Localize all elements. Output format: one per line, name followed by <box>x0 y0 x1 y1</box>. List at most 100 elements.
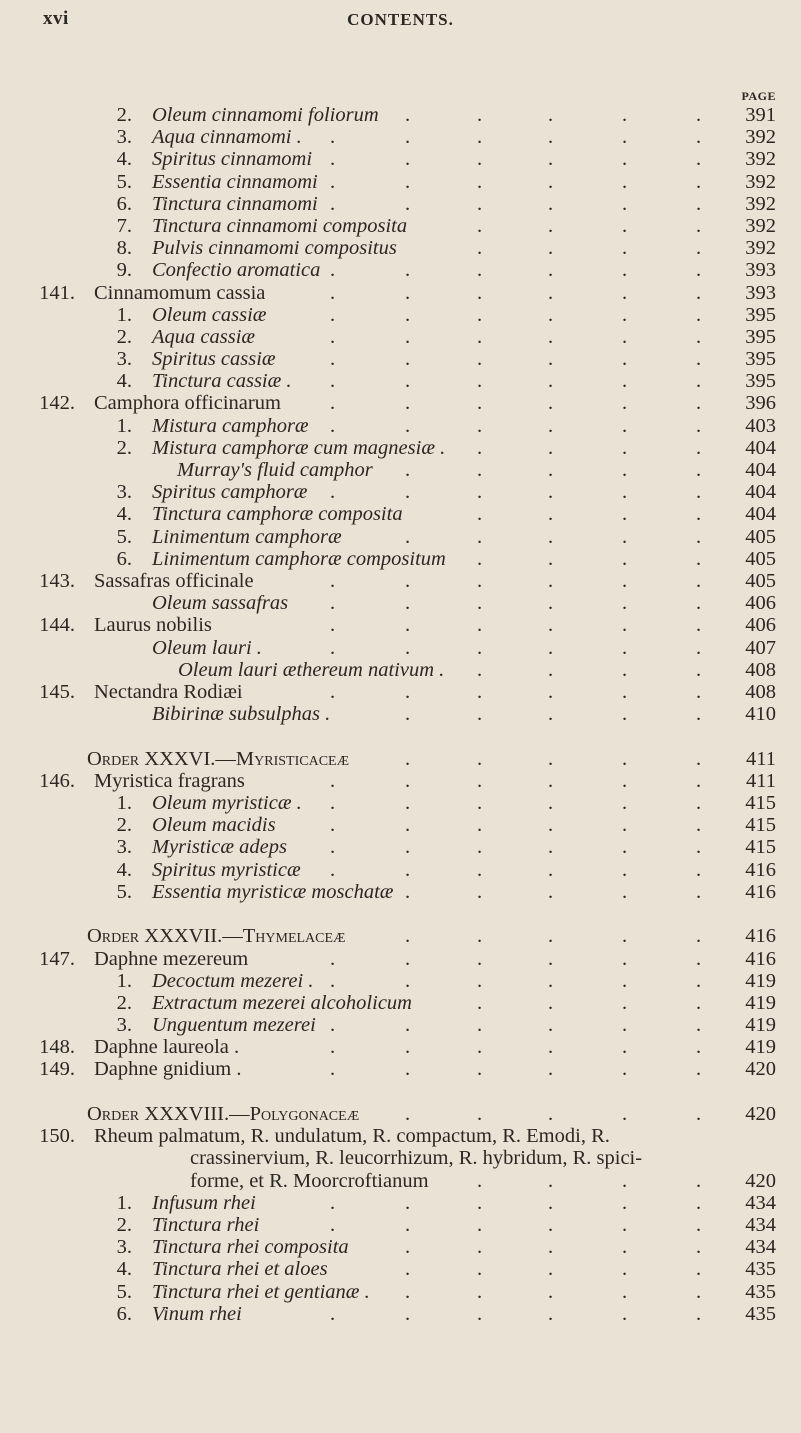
entry-number: 3. <box>116 836 132 859</box>
leader-dot: . <box>405 348 411 371</box>
leader-dot: . <box>330 680 336 703</box>
order-heading: Order XXXVIII.—Polygonaceæ 420..... <box>0 1103 801 1125</box>
toc-entry: 2. Oleum macidis 415...... <box>0 814 801 836</box>
entry-page-number: 416 <box>745 925 776 948</box>
toc-entry: 1. Infusum rhei 434...... <box>0 1192 801 1214</box>
entry-title: Decoctum mezerei . <box>152 969 314 992</box>
toc-entry: 3. Spiritus cassiæ 395...... <box>0 348 801 370</box>
leader-dot: . <box>548 1302 554 1325</box>
table-of-contents: 2. Oleum cinnamomi foliorum 391..... 3. Aqua… <box>0 104 801 1325</box>
leader-dot: . <box>477 991 483 1014</box>
entry-number: 4. <box>116 370 132 393</box>
leader-dot: . <box>330 1036 336 1059</box>
leader-dot: . <box>548 614 554 637</box>
leader-dot: . <box>548 880 554 903</box>
leader-dot: . <box>405 836 411 859</box>
entry-title: Oleum cinnamomi foliorum <box>152 104 379 126</box>
leader-dot: . <box>696 459 702 481</box>
entry-title: Linimentum camphoræ compositum <box>152 547 446 570</box>
leader-dot: . <box>622 237 628 260</box>
entry-page-number: 435 <box>745 1258 776 1281</box>
entry-title: Tinctura cassiæ . <box>152 370 292 393</box>
toc-entry: 3. Myristicæ adeps 415...... <box>0 836 801 858</box>
leader-dot: . <box>696 1280 702 1303</box>
entry-page-number: 405 <box>745 547 776 570</box>
leader-dot: . <box>548 636 554 659</box>
entry-page-number: 392 <box>745 192 776 215</box>
toc-entry: Murray's fluid camphor 404..... <box>0 459 801 481</box>
leader-dot: . <box>330 969 336 992</box>
toc-entry: 2. Oleum cinnamomi foliorum 391..... <box>0 104 801 126</box>
leader-dot: . <box>477 792 483 815</box>
toc-entry: 3. Tinctura rhei composita 434..... <box>0 1236 801 1258</box>
leader-dot: . <box>622 1058 628 1081</box>
toc-entry: Oleum sassafras 406...... <box>0 592 801 614</box>
leader-dot: . <box>696 947 702 970</box>
toc-entry: 4. Tinctura camphoræ composita 404.... <box>0 503 801 525</box>
leader-dot: . <box>405 148 411 171</box>
entry-number: 143. <box>39 569 75 592</box>
leader-dot: . <box>405 525 411 548</box>
leader-dot: . <box>548 703 554 726</box>
toc-entry: 144. Laurus nobilis 406...... <box>0 614 801 636</box>
leader-dot: . <box>477 126 483 149</box>
leader-dot: . <box>405 814 411 837</box>
leader-dot: . <box>477 1236 483 1259</box>
leader-dot: . <box>477 547 483 570</box>
entry-page-number: 403 <box>745 414 776 437</box>
entry-page-number: 415 <box>745 792 776 815</box>
entry-number: 3. <box>116 1014 132 1037</box>
toc-entry: Oleum lauri . 407...... <box>0 637 801 659</box>
leader-dot: . <box>622 547 628 570</box>
leader-dot: . <box>548 259 554 282</box>
leader-dot: . <box>622 104 628 126</box>
leader-dot: . <box>330 614 336 637</box>
leader-dot: . <box>622 1258 628 1281</box>
leader-dot: . <box>696 636 702 659</box>
leader-dot: . <box>622 703 628 726</box>
entry-number: 146. <box>39 769 75 792</box>
leader-dot: . <box>696 858 702 881</box>
leader-dot: . <box>548 281 554 304</box>
entry-number: 2. <box>116 814 132 837</box>
leader-dot: . <box>477 303 483 326</box>
leader-dot: . <box>405 1058 411 1081</box>
entry-page-number: 411 <box>746 769 776 792</box>
toc-entry: 149. Daphne gnidium . 420...... <box>0 1058 801 1080</box>
toc-entry: 4. Spiritus myristicæ 416...... <box>0 859 801 881</box>
running-title: CONTENTS. <box>347 10 454 29</box>
entry-title: Tinctura cinnamomi <box>152 192 318 215</box>
leader-dot: . <box>548 1258 554 1281</box>
entry-page-number: 404 <box>745 459 776 481</box>
entry-number: 9. <box>116 259 132 282</box>
leader-dot: . <box>696 991 702 1014</box>
leader-dot: . <box>330 348 336 371</box>
entry-title: Spiritus myristicæ <box>152 858 301 881</box>
leader-dot: . <box>477 325 483 348</box>
leader-dot: . <box>405 192 411 215</box>
toc-entry: 143. Sassafras officinale 405...... <box>0 570 801 592</box>
leader-dot: . <box>622 459 628 481</box>
leader-dot: . <box>477 281 483 304</box>
leader-dot: . <box>696 769 702 792</box>
entry-title: Myristica fragrans <box>94 769 245 792</box>
leader-dot: . <box>696 1302 702 1325</box>
leader-dot: . <box>696 170 702 193</box>
leader-dot: . <box>696 481 702 504</box>
leader-dot: . <box>622 747 628 770</box>
leader-dot: . <box>622 614 628 637</box>
entry-title: Mistura camphoræ <box>152 414 309 437</box>
leader-dot: . <box>405 1191 411 1214</box>
leader-dot: . <box>477 348 483 371</box>
leader-dot: . <box>622 126 628 149</box>
toc-entry: 5. Essentia myristicæ moschatæ 416..... <box>0 881 801 903</box>
leader-dot: . <box>622 658 628 681</box>
leader-dot: . <box>696 1014 702 1037</box>
entry-number: 2. <box>116 1213 132 1236</box>
entry-number: 7. <box>116 214 132 237</box>
entry-number: 1. <box>116 969 132 992</box>
toc-entry: 1. Oleum cassiæ 395...... <box>0 304 801 326</box>
entry-page-number: 411 <box>746 747 776 770</box>
leader-dot: . <box>696 1036 702 1059</box>
entry-number: 1. <box>116 414 132 437</box>
